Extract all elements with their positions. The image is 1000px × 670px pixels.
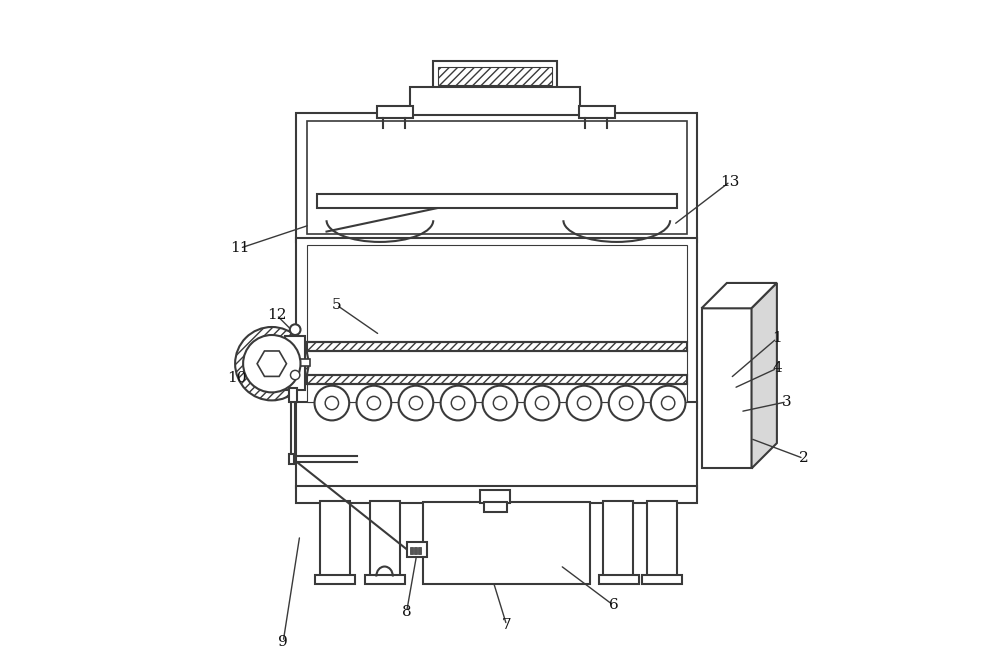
Circle shape bbox=[619, 397, 633, 410]
Circle shape bbox=[409, 397, 423, 410]
Bar bbox=[647, 501, 677, 576]
Bar bbox=[307, 375, 687, 385]
Bar bbox=[365, 576, 405, 584]
Text: 1: 1 bbox=[772, 332, 782, 345]
Bar bbox=[407, 542, 427, 557]
Bar bbox=[414, 547, 417, 554]
Text: 12: 12 bbox=[267, 308, 286, 322]
Bar bbox=[292, 359, 310, 366]
Bar bbox=[296, 486, 697, 503]
Bar bbox=[285, 336, 305, 390]
Bar bbox=[307, 121, 687, 234]
Bar bbox=[315, 576, 355, 584]
Circle shape bbox=[577, 397, 591, 410]
Circle shape bbox=[661, 397, 675, 410]
Bar bbox=[433, 62, 557, 88]
Bar bbox=[599, 576, 639, 584]
Bar bbox=[296, 113, 697, 242]
Circle shape bbox=[243, 335, 301, 393]
Bar bbox=[423, 502, 590, 584]
Circle shape bbox=[290, 371, 300, 380]
Circle shape bbox=[451, 397, 465, 410]
Bar bbox=[307, 342, 687, 351]
Circle shape bbox=[493, 397, 507, 410]
Text: 2: 2 bbox=[799, 452, 808, 466]
Bar bbox=[289, 454, 294, 464]
Bar bbox=[377, 106, 413, 118]
Circle shape bbox=[441, 386, 475, 420]
Bar bbox=[579, 106, 615, 118]
Bar bbox=[296, 402, 697, 488]
Text: 8: 8 bbox=[402, 605, 411, 619]
Bar bbox=[484, 502, 507, 512]
Circle shape bbox=[325, 397, 339, 410]
Bar bbox=[320, 501, 350, 576]
Circle shape bbox=[399, 386, 433, 420]
Circle shape bbox=[535, 397, 549, 410]
Bar bbox=[410, 87, 580, 115]
Polygon shape bbox=[702, 283, 777, 308]
Circle shape bbox=[290, 324, 301, 335]
Text: 10: 10 bbox=[227, 371, 246, 385]
Bar bbox=[702, 308, 752, 468]
Circle shape bbox=[367, 397, 381, 410]
Text: 7: 7 bbox=[502, 618, 511, 632]
Bar bbox=[410, 547, 413, 554]
Bar bbox=[418, 547, 421, 554]
Bar bbox=[317, 194, 677, 208]
Circle shape bbox=[525, 386, 559, 420]
Text: 3: 3 bbox=[782, 395, 792, 409]
Bar bbox=[296, 239, 697, 409]
Text: 4: 4 bbox=[772, 361, 782, 375]
Circle shape bbox=[651, 386, 685, 420]
Text: 11: 11 bbox=[230, 241, 250, 255]
Bar bbox=[480, 490, 510, 503]
Text: 9: 9 bbox=[278, 635, 288, 649]
Circle shape bbox=[567, 386, 601, 420]
Circle shape bbox=[609, 386, 643, 420]
Bar bbox=[438, 67, 552, 86]
Circle shape bbox=[235, 327, 309, 401]
Circle shape bbox=[357, 386, 391, 420]
Circle shape bbox=[315, 386, 349, 420]
Polygon shape bbox=[257, 351, 286, 377]
Text: 5: 5 bbox=[332, 298, 341, 312]
Text: 13: 13 bbox=[721, 175, 740, 188]
Bar bbox=[307, 245, 687, 402]
Text: 6: 6 bbox=[609, 598, 618, 612]
Polygon shape bbox=[752, 283, 777, 468]
Bar bbox=[370, 501, 400, 576]
Bar bbox=[603, 501, 633, 576]
Circle shape bbox=[483, 386, 517, 420]
Bar bbox=[642, 576, 682, 584]
Bar bbox=[289, 389, 297, 402]
